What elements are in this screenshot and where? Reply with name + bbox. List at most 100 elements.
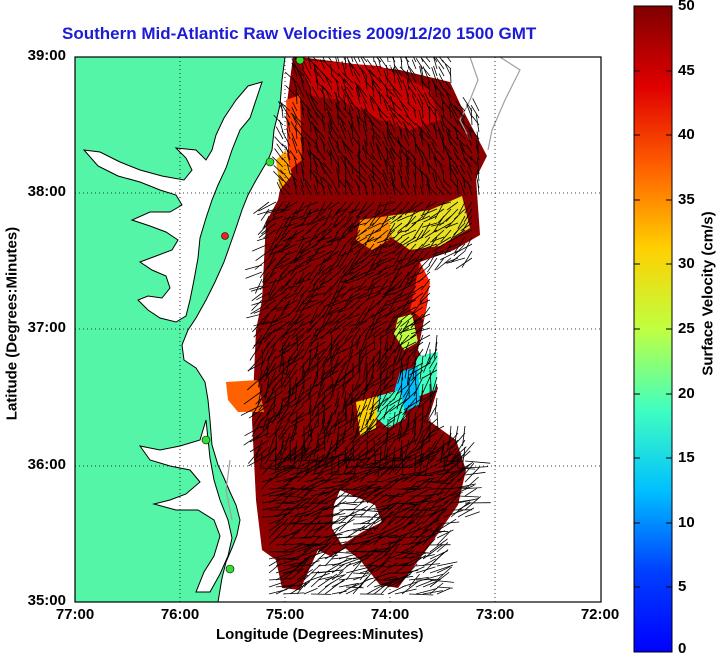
velocity-vector: [269, 369, 277, 385]
velocity-vector: [324, 546, 347, 560]
velocity-vector: [408, 526, 421, 539]
velocity-vector: [412, 222, 424, 240]
velocity-vector: [476, 131, 480, 147]
velocity-vector: [338, 477, 353, 490]
velocity-vector: [328, 299, 347, 308]
velocity-vector: [289, 469, 303, 483]
velocity-vector: [275, 502, 296, 504]
velocity-vector: [338, 582, 359, 588]
velocity-vector: [394, 292, 410, 301]
velocity-vector: [343, 341, 361, 352]
velocity-vector: [388, 105, 396, 119]
velocity-vector: [303, 130, 312, 140]
velocity-vector: [405, 166, 410, 182]
velocity-vector: [422, 517, 440, 532]
velocity-vector: [317, 489, 334, 497]
velocity-vector: [240, 404, 263, 416]
velocity-vector: [372, 257, 389, 266]
velocity-vector: [296, 568, 314, 581]
velocity-vector: [420, 75, 424, 91]
x-tick-label: 74:00: [370, 606, 410, 623]
velocity-vector: [282, 562, 304, 581]
velocity-vector: [310, 285, 319, 297]
velocity-vector: [338, 584, 357, 595]
velocity-vector: [314, 126, 326, 140]
velocity-vector: [292, 425, 298, 441]
velocity-vector: [464, 476, 479, 490]
velocity-vector: [405, 114, 417, 126]
velocity-vector: [324, 579, 345, 595]
velocity-vector: [422, 538, 436, 553]
velocity-vector: [424, 229, 438, 239]
velocity-vector: [273, 114, 284, 126]
velocity-vector: [446, 432, 459, 446]
velocity-vector: [309, 121, 312, 133]
velocity-vector: [394, 306, 410, 319]
velocity-vector: [301, 229, 312, 238]
velocity-vector: [331, 145, 340, 161]
velocity-vector: [287, 362, 298, 379]
velocity-vector: [385, 320, 396, 333]
velocity-vector: [346, 397, 361, 407]
velocity-vector: [429, 571, 450, 588]
velocity-vector: [295, 163, 298, 175]
velocity-vector: [454, 236, 466, 253]
velocity-vector: [326, 90, 333, 105]
velocity-vector: [433, 65, 438, 77]
velocity-vector: [340, 355, 354, 368]
velocity-vector: [429, 491, 446, 497]
velocity-vector: [442, 123, 452, 133]
velocity-vector: [275, 585, 293, 595]
velocity-vector: [331, 563, 346, 574]
velocity-vector: [445, 208, 459, 222]
velocity-vector: [386, 306, 403, 316]
velocity-vector: [348, 292, 368, 302]
velocity-vector: [429, 468, 451, 476]
velocity-vector: [382, 348, 396, 369]
velocity-vector: [401, 549, 415, 560]
velocity-vector: [337, 278, 347, 295]
velocity-vector: [461, 446, 466, 470]
velocity-vector: [275, 513, 289, 525]
velocity-vector: [455, 100, 466, 112]
velocity-vector: [394, 570, 414, 588]
velocity-vector: [363, 355, 368, 379]
velocity-vector: [434, 222, 452, 233]
velocity-vector: [359, 534, 382, 546]
velocity-vector: [327, 112, 333, 126]
velocity-vector: [281, 130, 291, 147]
velocity-vector: [334, 208, 347, 215]
velocity-vector: [251, 292, 263, 302]
velocity-vector: [304, 411, 319, 430]
velocity-vector: [405, 215, 417, 228]
velocity-vector: [438, 66, 445, 77]
velocity-vector: [376, 355, 389, 372]
velocity-vector: [304, 136, 312, 147]
velocity-vector: [410, 327, 431, 335]
velocity-vector: [443, 509, 464, 518]
velocity-vector: [419, 390, 438, 403]
velocity-vector: [401, 458, 426, 469]
velocity-vector: [262, 271, 270, 283]
velocity-vector: [424, 341, 431, 357]
velocity-vector: [352, 236, 368, 246]
velocity-vector: [421, 101, 424, 119]
velocity-vector: [393, 66, 403, 84]
velocity-vector: [373, 545, 391, 560]
velocity-vector: [359, 425, 375, 436]
velocity-vector: [394, 502, 416, 506]
velocity-vector: [263, 271, 277, 283]
velocity-vector: [455, 243, 473, 254]
velocity-vector: [377, 278, 389, 295]
velocity-vector: [415, 578, 441, 581]
velocity-vector: [452, 164, 459, 175]
velocity-vector: [367, 264, 382, 273]
velocity-vector: [360, 222, 375, 234]
velocity-vector: [407, 285, 417, 297]
velocity-vector: [369, 404, 382, 415]
velocity-vector: [397, 313, 410, 325]
velocity-vector: [386, 222, 396, 237]
velocity-vector: [352, 449, 375, 462]
velocity-vector: [310, 468, 335, 476]
velocity-vector: [378, 58, 382, 70]
